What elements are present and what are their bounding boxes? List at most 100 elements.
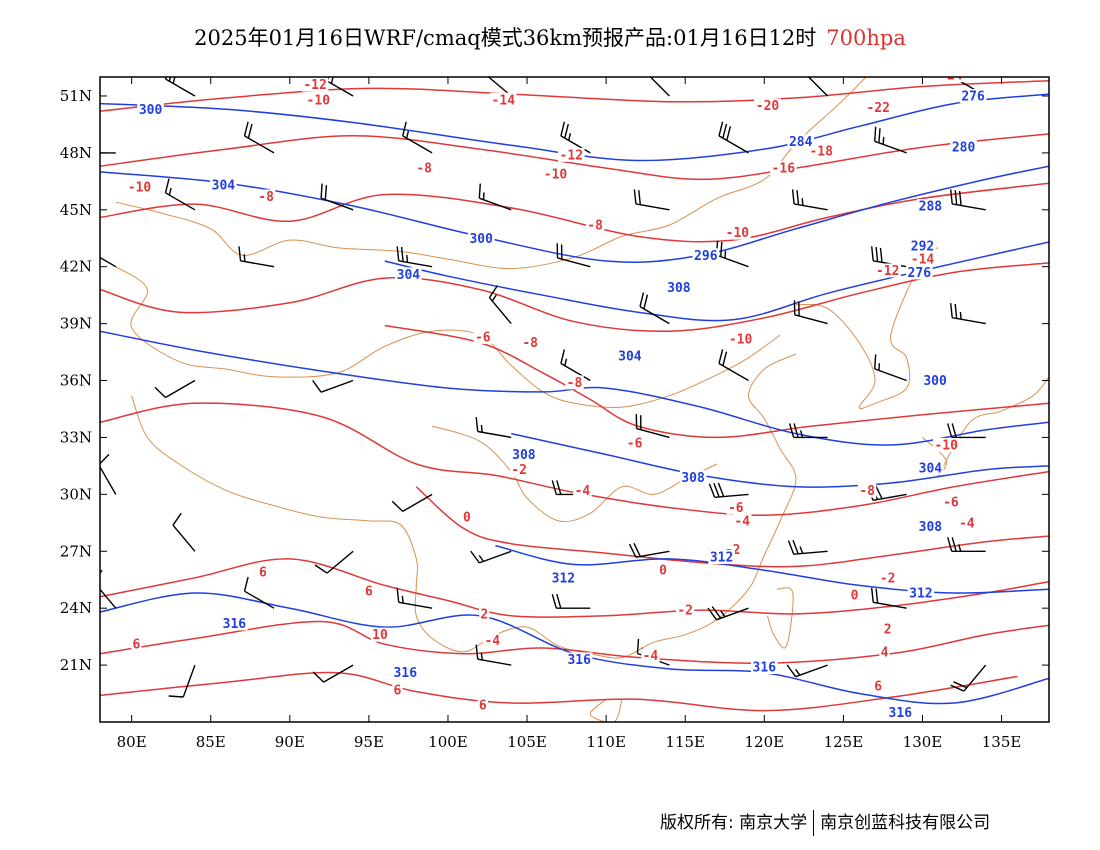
temperature-label-group: -8 xyxy=(565,375,584,391)
height-label: 296 xyxy=(694,249,718,264)
temperature-label-group: -8 xyxy=(415,161,434,177)
temperature-label-group: -8 xyxy=(857,483,877,499)
wind-barb xyxy=(950,664,987,692)
temperature-label-group: -6 xyxy=(473,329,492,345)
height-label: 308 xyxy=(512,448,536,463)
height-label: 308 xyxy=(919,520,943,535)
temperature-label: -12 xyxy=(560,148,583,163)
height-label-group: 304 xyxy=(917,460,944,476)
height-label-group: 312 xyxy=(907,586,935,602)
temperature-label-group: 6 xyxy=(257,565,268,581)
temperature-label-group: -4 xyxy=(483,633,502,649)
temperature-label: -10 xyxy=(934,439,958,454)
wind-barb xyxy=(708,482,749,498)
height-label-group: 300 xyxy=(137,102,164,118)
temperature-label: 6 xyxy=(393,683,401,698)
temperature-contour-layer xyxy=(100,80,1049,712)
wind-barb xyxy=(787,539,828,555)
wind-barb xyxy=(947,423,986,439)
wind-barb xyxy=(807,77,829,97)
wind-barb xyxy=(871,587,907,609)
wind-barb xyxy=(243,576,275,609)
temperature-label: -8 xyxy=(859,484,875,499)
height-label-group: 312 xyxy=(708,550,735,566)
temperature-label: 10 xyxy=(372,628,388,643)
temperature-label: -10 xyxy=(307,93,331,108)
temperature-label: -12 xyxy=(876,264,899,279)
wind-barb xyxy=(475,644,512,666)
height-label-group: 316 xyxy=(565,652,593,668)
temperature-label-group: 4 xyxy=(879,644,890,660)
lon-tick-label: 95E xyxy=(354,733,384,751)
temperature-label: -4 xyxy=(575,484,591,499)
height-label: 308 xyxy=(681,471,705,486)
temperature-label: -6 xyxy=(943,495,959,510)
temperature-label-group: -6 xyxy=(941,494,961,510)
wind-barb xyxy=(950,303,986,325)
company-text: 南京创蓝科技有限公司 xyxy=(820,813,991,833)
height-label: 304 xyxy=(212,179,236,194)
wind-barb xyxy=(718,349,749,382)
wind-barb xyxy=(707,606,749,621)
temperature-label-group: 2 xyxy=(479,606,490,622)
temperature-label: -20 xyxy=(756,99,780,114)
lon-tick-label: 125E xyxy=(824,733,864,751)
height-label: 304 xyxy=(397,268,421,283)
temperature-label-group: -2 xyxy=(878,570,897,586)
height-label-group: 300 xyxy=(921,373,949,389)
temperature-label: -10 xyxy=(726,226,750,241)
temperature-contour xyxy=(100,671,1018,712)
temperature-label-group: 0 xyxy=(849,587,860,603)
wind-barb xyxy=(402,121,433,154)
temperature-label: -16 xyxy=(772,162,796,177)
wind-barb xyxy=(791,189,828,211)
temperature-label: -2 xyxy=(880,571,896,586)
height-label-group: 316 xyxy=(392,665,419,681)
lat-tick-label: 33N xyxy=(60,428,92,446)
temperature-label: -8 xyxy=(258,190,274,205)
plot-background xyxy=(100,77,1049,722)
temperature-label-group: 6 xyxy=(131,637,142,653)
temperature-label: -2 xyxy=(511,463,527,478)
temperature-label: -4 xyxy=(643,649,659,664)
lat-tick-label: 51N xyxy=(60,87,92,105)
height-label: 288 xyxy=(919,200,943,215)
wind-barb xyxy=(243,121,275,154)
height-label-group: 304 xyxy=(210,178,237,194)
height-label-group: 276 xyxy=(959,89,987,105)
height-label-group: 276 xyxy=(906,265,933,281)
boundary-line xyxy=(922,376,1049,478)
height-label: 312 xyxy=(909,587,932,602)
wind-barb xyxy=(560,121,591,154)
temperature-label-group: -12 xyxy=(558,147,585,163)
boundary-line xyxy=(767,587,794,649)
wind-barb xyxy=(786,664,828,678)
wind-barb xyxy=(635,414,670,439)
wind-barb xyxy=(164,178,196,211)
temperature-label: -18 xyxy=(809,145,833,160)
lon-tick-label: 130E xyxy=(903,733,943,751)
temperature-label-group: -2 xyxy=(509,462,529,478)
footer-credits: 版权所有: 南京大学 南京创蓝科技有限公司 xyxy=(660,808,990,836)
temperature-label: -10 xyxy=(544,167,568,182)
temperature-label-group: -10 xyxy=(542,166,569,182)
wind-barb xyxy=(475,417,512,439)
temperature-contour xyxy=(100,620,1049,665)
temperature-contour xyxy=(100,80,1049,112)
temperature-label: -4 xyxy=(734,514,750,529)
temperature-contour xyxy=(100,133,1049,181)
wind-barb xyxy=(639,292,670,325)
temperature-label: -6 xyxy=(475,330,491,345)
height-contour xyxy=(100,93,1049,162)
height-label: 276 xyxy=(908,266,932,281)
wind-barb xyxy=(312,379,354,393)
temperature-label-group: -8 xyxy=(521,335,540,351)
contour-label-layer: -12-10 -14-12-10-8-10-8-8-10-6 -8 -10-8-6-2… xyxy=(126,77,987,721)
wind-barb xyxy=(312,664,354,683)
temperature-label-group: -8 xyxy=(585,218,605,234)
height-label: 312 xyxy=(552,571,575,586)
height-label-group: 312 xyxy=(550,570,577,586)
wind-barb xyxy=(793,300,828,325)
temperature-label: -6 xyxy=(728,501,744,516)
temperature-label-group: -4 xyxy=(733,513,752,529)
